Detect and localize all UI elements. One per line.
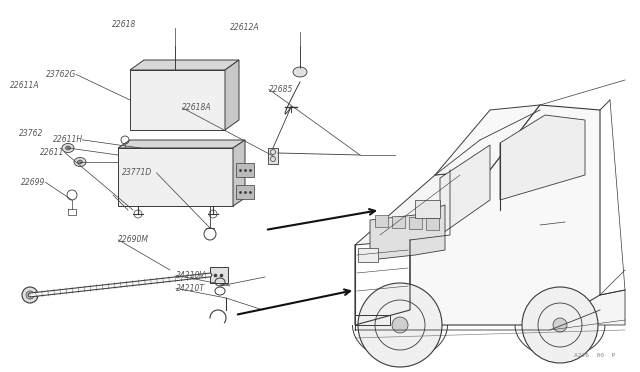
Bar xyxy=(236,185,254,199)
Bar xyxy=(236,163,254,177)
Circle shape xyxy=(22,287,38,303)
Polygon shape xyxy=(500,115,585,200)
Bar xyxy=(210,267,228,283)
Text: 22618A: 22618A xyxy=(182,103,212,112)
Polygon shape xyxy=(118,140,245,148)
Polygon shape xyxy=(355,170,490,245)
Circle shape xyxy=(26,291,34,299)
Bar xyxy=(415,200,440,218)
Text: 22612A: 22612A xyxy=(230,23,260,32)
Ellipse shape xyxy=(74,157,86,167)
Circle shape xyxy=(553,318,567,332)
Ellipse shape xyxy=(62,144,74,153)
Polygon shape xyxy=(130,70,225,130)
Polygon shape xyxy=(550,290,625,325)
Polygon shape xyxy=(440,145,490,235)
Text: 23762: 23762 xyxy=(19,129,44,138)
Text: 22618: 22618 xyxy=(112,20,136,29)
Text: 23762G: 23762G xyxy=(46,70,76,79)
Polygon shape xyxy=(410,105,600,325)
Text: 24210T: 24210T xyxy=(176,284,205,293)
Circle shape xyxy=(392,317,408,333)
Polygon shape xyxy=(233,140,245,206)
Text: 22699: 22699 xyxy=(20,178,45,187)
Circle shape xyxy=(358,283,442,367)
Text: A226  00  P: A226 00 P xyxy=(573,353,615,358)
Bar xyxy=(268,148,278,164)
Text: 22611A: 22611A xyxy=(10,81,39,90)
Ellipse shape xyxy=(65,146,70,150)
Polygon shape xyxy=(370,205,445,260)
Ellipse shape xyxy=(293,67,307,77)
Bar xyxy=(426,218,439,230)
Polygon shape xyxy=(435,105,540,175)
Text: 22611: 22611 xyxy=(40,148,64,157)
Polygon shape xyxy=(225,60,239,130)
Bar xyxy=(358,248,378,262)
Bar xyxy=(392,216,405,228)
Text: 22685: 22685 xyxy=(269,85,293,94)
Polygon shape xyxy=(118,148,233,206)
Bar xyxy=(375,215,388,227)
Circle shape xyxy=(522,287,598,363)
Text: 22690M: 22690M xyxy=(118,235,149,244)
Ellipse shape xyxy=(77,160,83,164)
Text: 24210V: 24210V xyxy=(176,271,205,280)
Polygon shape xyxy=(130,60,239,70)
Text: 22611H: 22611H xyxy=(52,135,83,144)
Bar xyxy=(409,217,422,229)
Text: 23771D: 23771D xyxy=(122,169,152,177)
